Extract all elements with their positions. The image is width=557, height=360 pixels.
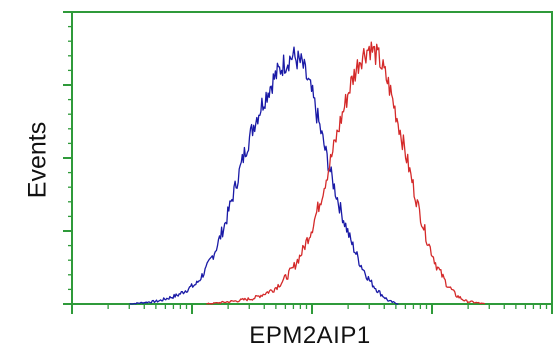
series-line-red — [206, 41, 485, 305]
y-axis-label: Events — [23, 121, 52, 199]
series-line-blue — [129, 46, 399, 305]
x-axis-label: EPM2AIP1 — [249, 322, 371, 349]
plot-frame — [71, 11, 553, 305]
